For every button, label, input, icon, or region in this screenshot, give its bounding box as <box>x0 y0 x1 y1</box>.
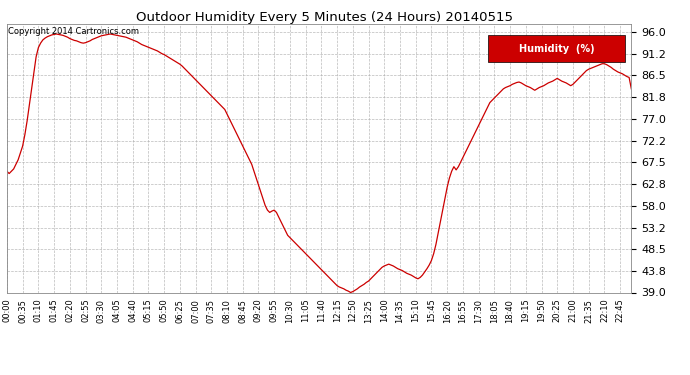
Text: Humidity  (%): Humidity (%) <box>519 44 594 54</box>
Text: Copyright 2014 Cartronics.com: Copyright 2014 Cartronics.com <box>8 27 139 36</box>
FancyBboxPatch shape <box>488 35 625 62</box>
Text: Outdoor Humidity Every 5 Minutes (24 Hours) 20140515: Outdoor Humidity Every 5 Minutes (24 Hou… <box>136 11 513 24</box>
